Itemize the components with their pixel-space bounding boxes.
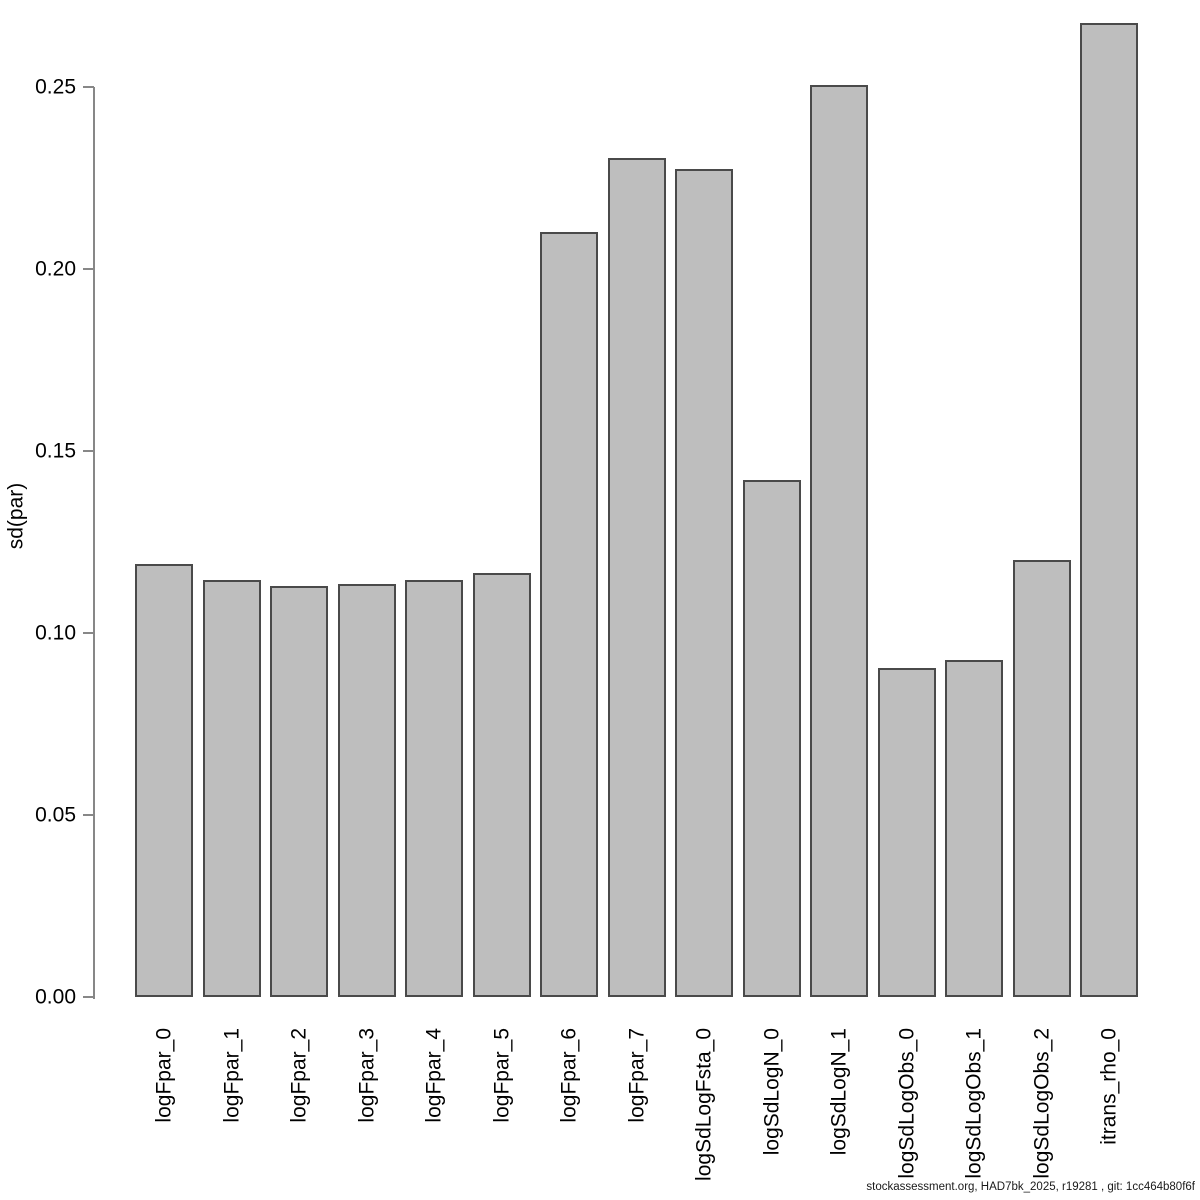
y-tick (83, 86, 94, 88)
y-tick-label: 0.15 (35, 439, 76, 463)
y-tick-label: 0.05 (35, 803, 76, 827)
x-tick-label-logSdLogN_1: logSdLogN_1 (827, 1028, 851, 1156)
x-tick-label-logFpar_2: logFpar_2 (287, 1028, 311, 1123)
bar-logFpar_3 (337, 583, 396, 997)
y-tick-label: 0.10 (35, 621, 76, 645)
bar-logSdLogObs_1 (945, 660, 1003, 997)
x-tick-label-itrans_rho_0: itrans_rho_0 (1097, 1028, 1121, 1145)
bar-logSdLogObs_2 (1012, 560, 1071, 997)
bar-logFpar_7 (607, 157, 666, 997)
y-tick (83, 450, 94, 452)
bar-logFpar_4 (405, 580, 463, 997)
bar-logFpar_0 (135, 563, 193, 997)
x-tick-label-logFpar_6: logFpar_6 (557, 1028, 581, 1123)
y-axis-title: sd(par) (4, 482, 28, 550)
x-tick-label-logSdLogObs_0: logSdLogObs_0 (895, 1028, 918, 1179)
bar-logSdLogObs_0 (877, 667, 936, 997)
bar-logFpar_2 (270, 585, 328, 997)
x-tick-label-logSdLogFsta_0: logSdLogFsta_0 (692, 1028, 716, 1181)
footer-watermark: stockassessment.org, HAD7bk_2025, r19281… (866, 1181, 1195, 1193)
bar-logFpar_5 (472, 572, 531, 997)
bar-logSdLogN_0 (742, 480, 801, 997)
x-tick-label-logFpar_1: logFpar_1 (220, 1028, 243, 1123)
x-tick-label-logSdLogObs_1: logSdLogObs_1 (962, 1028, 986, 1179)
bar-logSdLogFsta_0 (675, 168, 733, 997)
y-tick (83, 268, 94, 270)
bar-logFpar_6 (540, 231, 598, 997)
bar-logSdLogN_1 (810, 85, 868, 997)
x-tick-label-logFpar_5: logFpar_5 (490, 1028, 513, 1123)
y-tick (83, 632, 94, 634)
y-tick-label: 0.25 (35, 75, 76, 99)
y-tick (83, 814, 94, 816)
x-tick-label-logSdLogN_0: logSdLogN_0 (760, 1028, 783, 1156)
y-tick (83, 996, 94, 998)
x-tick-label-logFpar_0: logFpar_0 (152, 1028, 176, 1123)
x-tick-label-logFpar_4: logFpar_4 (422, 1028, 446, 1123)
bar-itrans_rho_0 (1080, 23, 1138, 997)
x-tick-label-logSdLogObs_2: logSdLogObs_2 (1030, 1028, 1053, 1179)
y-tick-label: 0.20 (35, 257, 76, 281)
y-axis-line (93, 87, 95, 999)
bar-logFpar_1 (202, 580, 261, 997)
x-tick-label-logFpar_3: logFpar_3 (355, 1028, 378, 1123)
y-tick-label: 0.00 (35, 985, 76, 1009)
x-tick-label-logFpar_7: logFpar_7 (625, 1028, 648, 1123)
